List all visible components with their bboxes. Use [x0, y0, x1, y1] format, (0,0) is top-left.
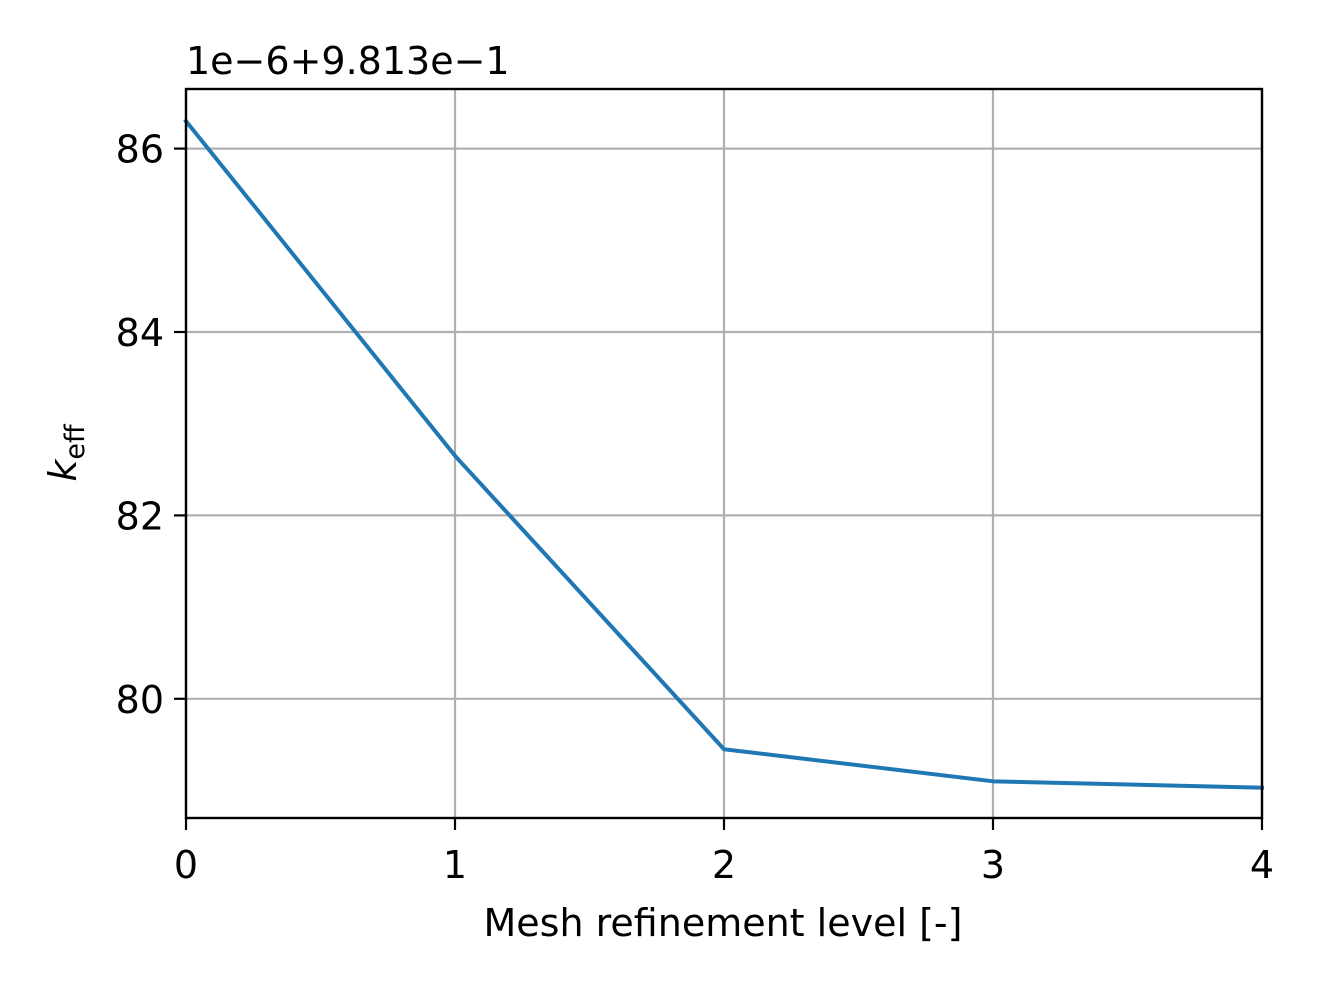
x-tick-label: 2: [712, 843, 736, 887]
y-axis-label: keff: [41, 423, 91, 482]
x-tick-label: 4: [1250, 843, 1274, 887]
y-tick-label: 82: [116, 494, 164, 538]
y-axis-label-base: k: [41, 458, 85, 482]
x-tick-label: 3: [981, 843, 1005, 887]
series-layer: [183, 118, 1265, 790]
series-line: [183, 118, 1265, 790]
grid: [184, 89, 1264, 818]
x-tick-label: 0: [174, 843, 198, 887]
y-tick-label: 86: [116, 128, 164, 172]
y-tick-label: 84: [116, 311, 164, 355]
y-axis-offset-text: 1e−6+9.813e−1: [186, 39, 510, 83]
ticks: [174, 147, 1264, 830]
x-tick-label: 1: [443, 843, 467, 887]
y-axis-label-subscript: eff: [60, 423, 91, 460]
tick-labels: 0 1 2 3 4 80 82 84 86: [116, 128, 1274, 887]
x-axis-label: Mesh refinement level [-]: [484, 901, 963, 945]
y-tick-label: 80: [116, 678, 164, 722]
